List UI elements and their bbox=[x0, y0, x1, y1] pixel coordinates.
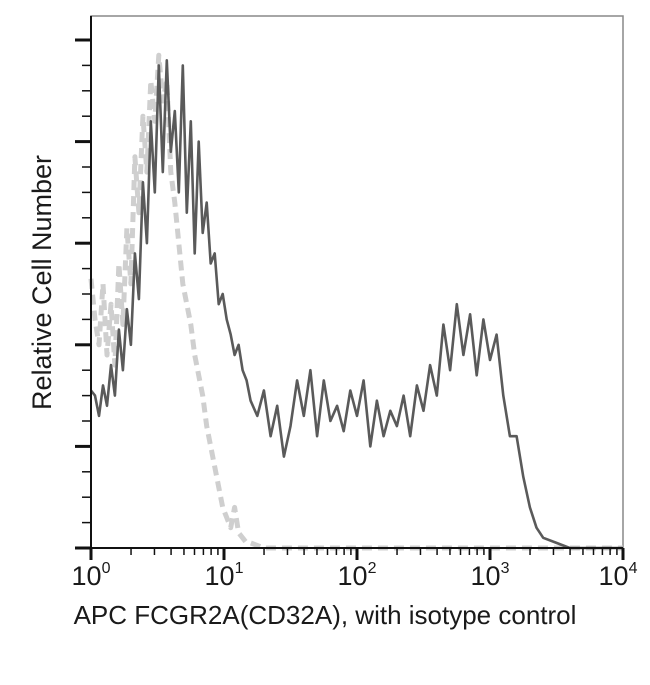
x-tick-label-4: 104 bbox=[598, 560, 638, 591]
x-tick-label-2: 102 bbox=[337, 560, 377, 591]
y-axis-label-container: Relative Cell Number bbox=[18, 16, 68, 548]
x-tick-label-1: 101 bbox=[204, 560, 244, 591]
plot-frame bbox=[90, 15, 624, 549]
x-tick-label-3: 103 bbox=[470, 560, 510, 591]
x-tick-label-0: 100 bbox=[71, 560, 111, 591]
x-axis-label: APC FCGR2A(CD32A), with isotype control bbox=[73, 600, 577, 630]
antibody-histogram-line bbox=[89, 59, 623, 550]
y-axis-label: Relative Cell Number bbox=[27, 154, 58, 410]
isotype-histogram-line bbox=[88, 52, 623, 551]
